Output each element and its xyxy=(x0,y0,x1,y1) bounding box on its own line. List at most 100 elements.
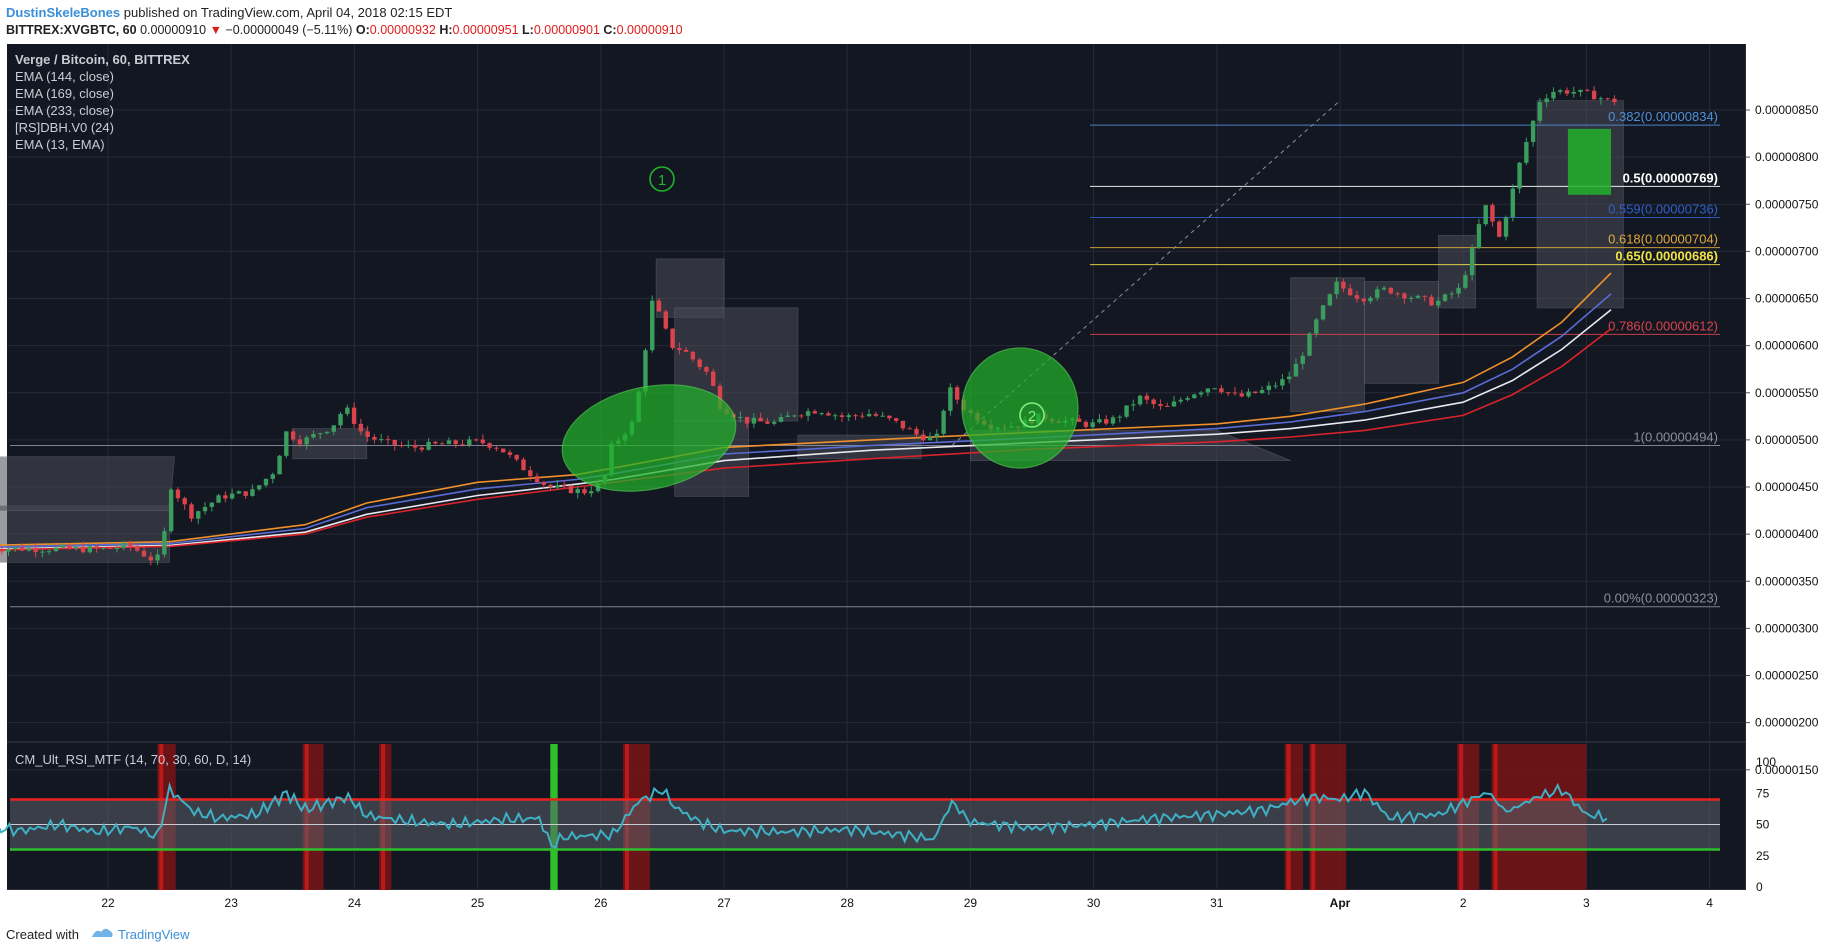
candle-body xyxy=(1578,89,1583,92)
rsi-tick-label: 0 xyxy=(1756,880,1763,894)
candle-body xyxy=(243,491,248,496)
candle-body xyxy=(866,413,872,417)
candle-body xyxy=(690,351,696,360)
candle-body xyxy=(155,554,160,561)
candle-body xyxy=(189,504,194,519)
candle-body xyxy=(182,498,187,505)
candle-body xyxy=(1266,385,1272,390)
candle-body xyxy=(568,485,574,494)
candle-body xyxy=(1192,394,1197,399)
low-value: 0.00000901 xyxy=(533,23,600,37)
candle-body xyxy=(297,439,303,445)
candle-body xyxy=(128,542,133,547)
candle-body xyxy=(0,550,4,552)
candle-body xyxy=(1490,205,1495,222)
candle-body xyxy=(1144,395,1150,400)
candle-body xyxy=(1104,419,1109,424)
candle-body xyxy=(1530,120,1536,143)
candle-body xyxy=(1375,289,1380,298)
candle-body xyxy=(1605,98,1610,100)
fib-label: 0.382(0.00000834) xyxy=(1608,109,1718,124)
candle-body xyxy=(1151,399,1156,405)
candle-body xyxy=(60,545,65,548)
candle-body xyxy=(697,359,702,368)
fib-retracement: 0.382(0.00000834) 0.5(0.00000769) 0.559(0.… xyxy=(10,100,1720,608)
candle-body xyxy=(216,495,221,503)
candle-body xyxy=(1564,90,1570,94)
footer: Created with TradingView xyxy=(0,916,1822,951)
time-tick-label: 25 xyxy=(471,896,485,910)
candle-body xyxy=(162,531,167,555)
candle-body xyxy=(196,511,201,519)
candle-body xyxy=(209,502,214,507)
candle-body xyxy=(1368,297,1373,302)
candle-body xyxy=(318,433,323,435)
candle-body xyxy=(53,547,59,552)
candle-body xyxy=(473,439,479,441)
candle-body xyxy=(114,547,120,549)
candle-body xyxy=(704,367,709,372)
candle-body xyxy=(223,495,228,499)
candle-body xyxy=(1327,294,1333,306)
candle-body xyxy=(799,415,804,417)
rsi-line xyxy=(0,781,1608,849)
candle-body xyxy=(257,485,262,490)
candle-body xyxy=(1415,295,1421,298)
time-tick-label: 24 xyxy=(348,896,362,910)
price-tick-label: 0.00000150 xyxy=(1755,763,1819,777)
tradingview-link[interactable]: TradingView xyxy=(118,927,190,942)
candle-body xyxy=(650,300,655,351)
candle-body xyxy=(1178,399,1183,402)
fib-label: 0.618(0.00000704) xyxy=(1608,232,1718,247)
candle-body xyxy=(765,421,770,424)
candle-body xyxy=(141,550,147,557)
candle-body xyxy=(941,410,946,434)
candle-body xyxy=(548,484,553,488)
candle-body xyxy=(1449,293,1455,295)
candle-body xyxy=(1537,102,1543,121)
author-link[interactable]: DustinSkeleBones xyxy=(6,5,121,20)
candle-body xyxy=(1307,333,1312,356)
candle-body xyxy=(846,415,851,417)
candle-body xyxy=(94,546,99,549)
candle-body xyxy=(832,415,838,417)
candle-body xyxy=(541,482,547,485)
legend-item: EMA (169, close) xyxy=(15,86,114,101)
legend: Verge / Bitcoin, 60, BITTREX EMA (144, cl… xyxy=(15,52,251,767)
target-box xyxy=(1567,128,1612,195)
candle-body xyxy=(67,545,72,549)
candle-body xyxy=(1171,401,1177,407)
candle-body xyxy=(345,407,350,414)
price-tick-label: 0.00000650 xyxy=(1755,292,1819,306)
candle-body xyxy=(1246,391,1251,397)
candle-body xyxy=(453,440,458,445)
candle-body xyxy=(1259,389,1265,393)
time-tick-label: Apr xyxy=(1330,896,1351,910)
candle-body xyxy=(365,431,370,437)
candle-body xyxy=(19,547,25,551)
candle-body xyxy=(1598,98,1604,100)
legend-item: EMA (144, close) xyxy=(15,69,114,84)
ema-line xyxy=(0,309,1612,550)
candle-body xyxy=(792,415,797,417)
candle-body xyxy=(1517,162,1522,189)
candle-body xyxy=(433,441,438,444)
candle-body xyxy=(711,371,716,386)
time-tick-label: 2 xyxy=(1460,896,1467,910)
candle-body xyxy=(921,434,926,441)
candle-body xyxy=(1571,91,1576,94)
publish-info: DustinSkeleBones published on TradingVie… xyxy=(6,5,452,20)
candle-body xyxy=(1090,422,1095,427)
candle-body xyxy=(1198,392,1204,395)
price-tick-label: 0.00000400 xyxy=(1755,527,1819,541)
candle-body xyxy=(1558,90,1563,92)
candle-body xyxy=(826,413,831,416)
rsi-legend: CM_Ult_RSI_MTF (14, 70, 30, 60, D, 14) xyxy=(15,752,251,767)
price-tick-label: 0.00000850 xyxy=(1755,103,1819,117)
candle-body xyxy=(270,474,275,479)
candle-body xyxy=(175,489,181,499)
candle-body xyxy=(33,548,38,553)
annotation-label: 1 xyxy=(658,172,666,189)
candle-body xyxy=(1293,363,1299,377)
